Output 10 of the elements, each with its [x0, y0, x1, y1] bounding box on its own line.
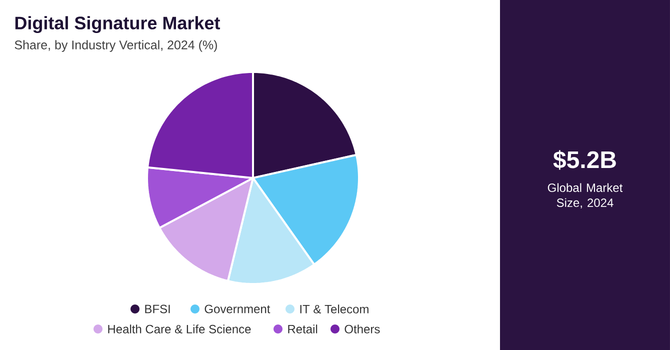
- chart-subtitle: Share, by Industry Vertical, 2024 (%): [14, 40, 217, 52]
- legend-label: Government: [204, 304, 270, 314]
- legend-label: IT & Telecom: [300, 304, 368, 314]
- chart-title: Digital Signature Market: [15, 16, 220, 34]
- legend-label: Retail: [288, 324, 318, 334]
- text: Global Market Size, 2024: [548, 183, 623, 208]
- legend-label: BFSI: [145, 304, 170, 314]
- legend-label: Others: [344, 324, 380, 334]
- text: $5.2B: [553, 150, 616, 170]
- legend-label: Health Care & Life Science: [108, 324, 251, 334]
